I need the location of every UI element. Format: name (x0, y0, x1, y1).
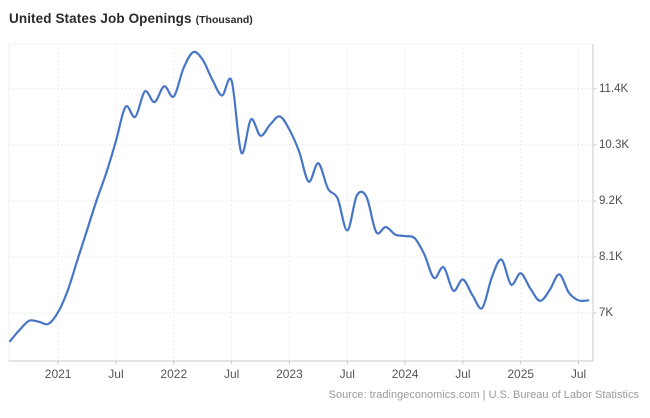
x-tick-label: Jul (570, 367, 587, 381)
chart-title-text: United States Job Openings (9, 11, 192, 26)
y-tick-label: 10.3K (599, 138, 630, 151)
x-tick-label: 2022 (160, 367, 188, 381)
chart-title-unit: (Thousand) (195, 14, 253, 26)
plot-background (8, 43, 594, 362)
x-tick-label: 2024 (391, 367, 419, 381)
chart-plot-area[interactable] (9, 44, 593, 361)
y-tick-label: 11.4K (599, 82, 629, 95)
x-tick-label: 2021 (44, 367, 72, 381)
y-tick-label: 8.1K (599, 251, 623, 264)
x-tick-label: 2023 (276, 367, 303, 381)
axis-spines (9, 44, 597, 365)
x-tick-label: Jul (455, 367, 471, 381)
chart-title: United States Job Openings (Thousand) (9, 10, 253, 28)
x-tick-label: Jul (223, 367, 240, 381)
x-tick-label: Jul (108, 367, 124, 381)
x-tick-label: 2025 (507, 367, 535, 381)
y-tick-label: 9.2K (599, 194, 623, 207)
source-attribution: Source: tradingeconomics.com | U.S. Bure… (328, 389, 639, 401)
job-openings-line (9, 50, 590, 343)
x-tick-label: Jul (339, 367, 355, 381)
y-tick-label: 7K (599, 307, 614, 320)
